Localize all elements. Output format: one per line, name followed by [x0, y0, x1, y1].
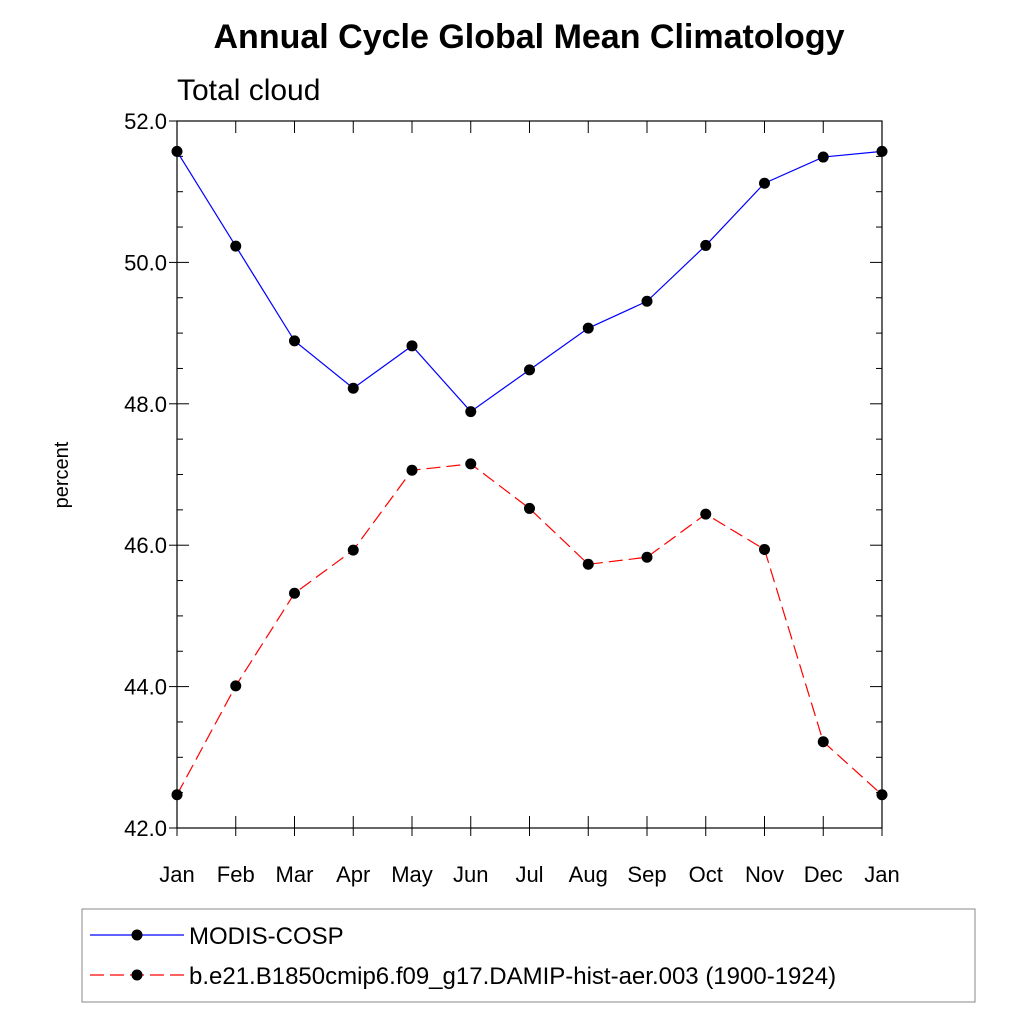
axis-ticks [169, 120, 883, 836]
data-point-series-2 [582, 558, 594, 570]
y-tick-label: 46.0 [124, 533, 167, 558]
data-point-series-1 [700, 239, 712, 251]
data-point-series-1 [524, 364, 535, 376]
data-point-series-2 [524, 502, 535, 514]
legend-label-1: MODIS-COSP [189, 923, 344, 950]
series-lines [176, 150, 883, 796]
x-tick-label: Jul [515, 862, 543, 887]
x-tick-labels: Jan Feb Mar Apr May Jun Jul Aug Sep Oct Nov Dec Jan [159, 862, 899, 887]
x-tick-label: Apr [336, 862, 370, 887]
data-point-series-1 [876, 145, 888, 157]
data-point-series-2 [289, 587, 300, 599]
plot-frame [176, 120, 883, 829]
x-tick-label: May [391, 862, 433, 887]
y-tick-label: 44.0 [124, 675, 167, 700]
x-tick-label: Oct [689, 862, 723, 887]
x-tick-label: Sep [627, 862, 666, 887]
legend: MODIS-COSP b.e21.B1850cmip6.f09_g17.DAMIP… [90, 923, 836, 990]
data-point-series-1 [171, 145, 183, 157]
chart-title: Annual Cycle Global Mean Climatology [214, 18, 845, 56]
data-point-series-2 [465, 458, 477, 470]
chart-subtitle: Total cloud [177, 74, 320, 107]
data-point-series-2 [230, 680, 242, 692]
data-point-series-2 [406, 464, 418, 476]
x-tick-label: Dec [804, 862, 843, 887]
y-tick-label: 42.0 [124, 816, 167, 841]
legend-label-2: b.e21.B1850cmip6.f09_g17.DAMIP-hist-aer.… [189, 963, 836, 990]
x-tick-label: Jan [159, 862, 194, 887]
y-tick-labels: 42.0 44.0 46.0 48.0 50.0 52.0 [124, 109, 167, 841]
data-point-series-2 [347, 544, 359, 556]
data-point-series-1 [641, 295, 653, 307]
data-point-series-2 [876, 789, 888, 801]
x-tick-label: Aug [569, 862, 608, 887]
data-point-series-1 [465, 406, 477, 418]
data-point-series-1 [347, 382, 359, 394]
data-point-series-1 [230, 240, 242, 252]
data-point-series-2 [817, 736, 829, 748]
data-point-series-1 [289, 335, 300, 347]
y-axis-label: percent [51, 441, 73, 508]
y-tick-label: 48.0 [124, 392, 167, 417]
legend-box [81, 908, 976, 1003]
data-point-series-2 [759, 543, 770, 555]
legend-marker-1 [131, 929, 143, 941]
x-tick-label: Feb [217, 862, 255, 887]
data-point-series-2 [171, 789, 183, 801]
y-tick-label: 52.0 [124, 109, 167, 134]
data-point-series-1 [817, 151, 829, 163]
x-tick-label: Mar [276, 862, 314, 887]
x-tick-label: Nov [745, 862, 784, 887]
data-point-series-1 [582, 322, 594, 334]
x-tick-label: Jan [864, 862, 899, 887]
data-point-series-1 [759, 177, 770, 189]
x-tick-label: Jun [453, 862, 488, 887]
series-points [171, 145, 888, 801]
data-point-series-1 [406, 340, 418, 352]
y-tick-label: 50.0 [124, 250, 167, 275]
legend-marker-2 [131, 969, 143, 981]
data-point-series-2 [641, 551, 653, 563]
data-point-series-2 [700, 508, 712, 520]
